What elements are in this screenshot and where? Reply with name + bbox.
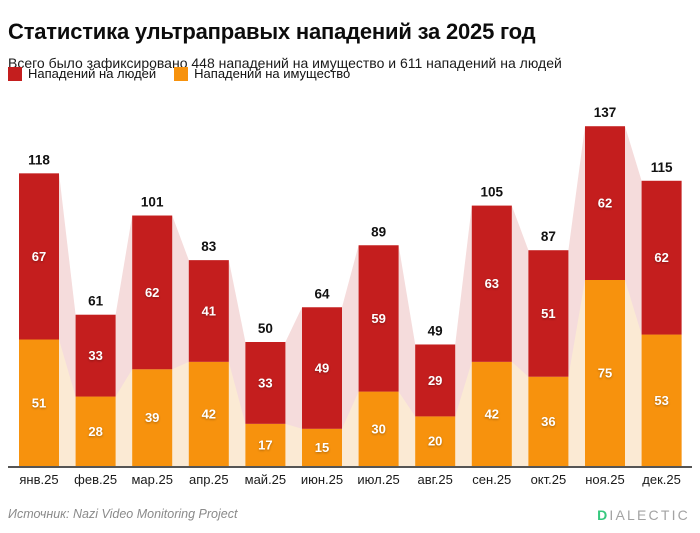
logo-rest: IALECTIC (609, 507, 690, 523)
x-axis-label: окт.25 (531, 472, 567, 487)
property-value-label: 53 (654, 393, 668, 408)
bar-property-segment (358, 391, 399, 466)
bar-people-segment (302, 307, 342, 429)
bar-people-segment (75, 314, 116, 397)
x-axis-label: мар.25 (131, 472, 172, 487)
bar-total-label: 105 (481, 185, 504, 200)
bar-total-label: 61 (88, 294, 104, 309)
bar-total-label: 137 (594, 105, 617, 120)
people-value-label: 41 (202, 304, 216, 319)
legend-swatch-people (8, 66, 22, 81)
bar-total-label: 118 (28, 152, 50, 167)
property-value-label: 51 (32, 395, 46, 410)
property-value-label: 75 (598, 366, 612, 381)
bar-property-segment (245, 423, 286, 466)
x-axis-label: дек.25 (642, 472, 681, 487)
property-value-label: 39 (145, 410, 159, 425)
legend-item-people: Нападений на людей (8, 66, 156, 81)
bar-people-segment (528, 250, 569, 377)
people-value-label: 51 (541, 306, 555, 321)
bar-property-segment (641, 334, 682, 466)
bar-total-label: 49 (428, 323, 443, 338)
property-value-label: 17 (258, 437, 272, 452)
bar-people-segment (188, 260, 229, 362)
bar-people-segment (19, 173, 59, 340)
property-value-label: 42 (485, 406, 499, 421)
bar-people-segment (471, 205, 512, 362)
bar-total-label: 87 (541, 229, 556, 244)
x-axis-label: июл.25 (357, 472, 399, 487)
x-axis-label: июн.25 (301, 472, 343, 487)
legend-label-people: Нападений на людей (28, 66, 157, 81)
page-title: Статистика ультраправых нападений за 202… (8, 18, 536, 44)
legend-swatch-property (174, 66, 189, 81)
legend-item-property: Нападений на имущество (174, 66, 350, 81)
people-value-label: 62 (145, 285, 159, 300)
people-value-label: 33 (258, 375, 272, 390)
people-value-label: 63 (485, 276, 499, 291)
x-axis-label: ноя.25 (585, 472, 625, 487)
x-axis-label: янв.25 (19, 472, 58, 487)
people-value-label: 29 (428, 373, 442, 388)
logo-first-letter: D (597, 507, 610, 523)
people-value-label: 62 (598, 196, 612, 211)
people-value-label: 62 (654, 250, 668, 265)
bar-property-segment (132, 369, 173, 466)
bar-total-label: 101 (141, 195, 164, 210)
bar-total-label: 115 (651, 160, 673, 175)
bar-property-segment (19, 339, 59, 466)
dialectic-logo: DIALECTIC (597, 507, 690, 523)
bar-total-label: 83 (201, 239, 217, 254)
bar-property-segment (75, 396, 116, 466)
legend: Нападений на людей Нападений на имуществ… (8, 66, 350, 81)
bar-people-segment (245, 342, 286, 424)
bar-total-label: 50 (258, 321, 273, 336)
bar-people-segment (415, 344, 456, 417)
property-value-label: 30 (371, 421, 385, 436)
x-axis-label: сен.25 (472, 472, 511, 487)
bar-property-segment (302, 428, 342, 466)
bar-total-label: 64 (314, 286, 330, 301)
x-axis-label: фев.25 (74, 472, 117, 487)
source-note: Источник: Nazi Video Monitoring Project (8, 507, 238, 521)
stacked-bar-chart: 118 67 51 61 33 28 101 62 39 83 41 42 50 33 17 64 49 15 89… (8, 105, 692, 487)
bar-people-segment (641, 180, 682, 335)
bar-people-segment (585, 126, 625, 281)
people-value-label: 49 (315, 361, 329, 376)
property-value-label: 36 (541, 414, 555, 429)
x-axis-label: апр.25 (189, 472, 229, 487)
bar-people-segment (132, 215, 173, 370)
bar-total-label: 89 (371, 224, 386, 239)
band-property (19, 280, 682, 466)
x-axis-label: авг.25 (418, 472, 453, 487)
legend-label-property: Нападений на имущество (194, 66, 351, 81)
bar-property-segment (415, 416, 456, 466)
property-value-label: 28 (88, 424, 102, 439)
bar-people-segment (358, 245, 399, 392)
bar-property-segment (188, 361, 229, 466)
people-value-label: 67 (32, 249, 46, 264)
property-value-label: 15 (315, 440, 329, 455)
people-value-label: 59 (371, 311, 385, 326)
bar-property-segment (585, 280, 625, 466)
bar-property-segment (528, 376, 569, 466)
bar-property-segment (471, 361, 512, 466)
people-value-label: 33 (88, 348, 102, 363)
x-axis-label: май.25 (245, 472, 287, 487)
property-value-label: 20 (428, 434, 442, 449)
subtitle: Всего было зафиксировано 448 нападений н… (8, 55, 562, 71)
property-value-label: 42 (202, 406, 216, 421)
